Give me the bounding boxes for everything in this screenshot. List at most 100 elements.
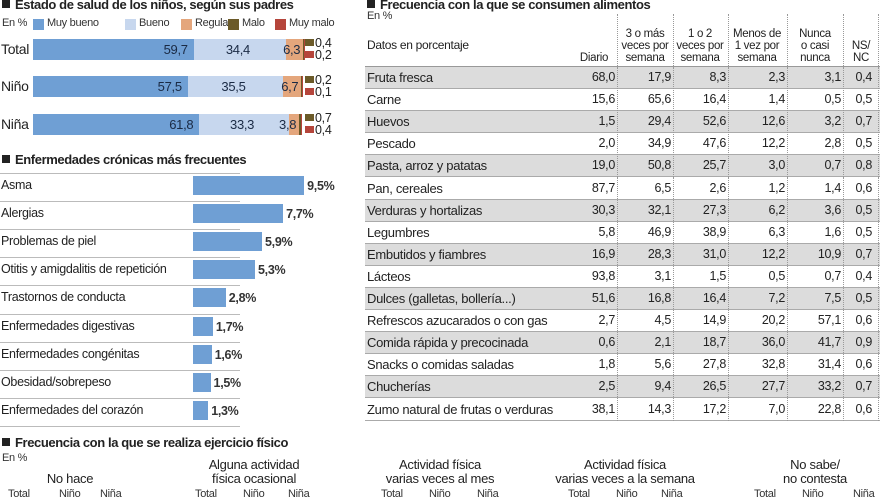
food-row-label: Dulces (galletas, bollería...) (367, 291, 516, 306)
food-cell: 0,5 (855, 202, 873, 217)
food-column-header: NC (852, 52, 869, 64)
disease-row-divider (0, 369, 240, 371)
exercise-subcategory: Niño (616, 488, 638, 500)
health-value-1: 34,4 (225, 42, 250, 57)
column-divider (728, 67, 729, 421)
food-cell: 65,6 (647, 92, 671, 107)
disease-row-divider (0, 426, 240, 427)
food-table-row (365, 243, 880, 266)
food-cell: 16,4 (702, 291, 726, 305)
food-cell: 0,8 (855, 158, 873, 173)
food-cell: 5,6 (654, 357, 672, 372)
disease-row-divider (0, 173, 240, 174)
health-segment-0 (33, 76, 188, 97)
disease-label: Obesidad/sobrepeso (1, 374, 111, 389)
food-cell: 0,9 (855, 335, 873, 350)
food-cell: 6,3 (768, 224, 786, 239)
health-segment-0 (33, 114, 200, 135)
health-segment-0 (33, 39, 194, 60)
exercise-group-label: Actividad física (399, 457, 481, 472)
food-cell: 33,2 (817, 379, 841, 394)
health-segment-2 (283, 76, 302, 97)
food-table-row (365, 376, 880, 399)
exercise-unit: En % (2, 452, 28, 464)
health-segment-4 (301, 76, 303, 97)
disease-value: 5,3% (258, 263, 286, 278)
food-cell: 6,5 (654, 180, 672, 195)
food-table-row (365, 67, 880, 89)
legend-label-1: Bueno (139, 17, 170, 29)
health-small-swatch-3 (305, 39, 314, 46)
exercise-subcategory: Niño (243, 488, 265, 500)
food-cell: 57,1 (817, 313, 841, 328)
column-divider (673, 67, 674, 421)
food-table-row (365, 133, 880, 156)
food-title: Frecuencia con la que se consumen alimen… (367, 0, 651, 12)
health-segment-1 (199, 114, 289, 135)
disease-label: Otitis y amigdalitis de repetición (1, 262, 167, 277)
food-cell: 27,7 (761, 379, 785, 394)
food-row-label: Lácteos (367, 268, 411, 284)
disease-value: 2,8% (228, 291, 257, 306)
food-cell: 10,9 (817, 246, 841, 261)
food-cell: 20,2 (761, 313, 785, 328)
food-cell: 1,4 (824, 180, 842, 195)
health-small-value-3: 0,2 (315, 73, 332, 87)
food-row-label: Chucherías (367, 379, 431, 395)
exercise-subcategory: Total (568, 488, 590, 500)
legend-label-4: Muy malo (289, 17, 335, 29)
food-cell: 68,0 (591, 70, 615, 84)
food-cell: 5,8 (598, 224, 616, 239)
disease-row-divider (0, 257, 240, 259)
food-row-label: Embutidos y fiambres (367, 246, 486, 262)
food-row-label: Verduras y hortalizas (367, 202, 483, 218)
health-small-swatch-4 (305, 126, 314, 133)
disease-bar (193, 372, 211, 392)
food-cell: 0,7 (855, 246, 873, 261)
food-cell: 1,8 (598, 357, 616, 372)
food-cell: 15,6 (591, 92, 615, 107)
health-small-swatch-3 (305, 114, 314, 121)
food-table-row (365, 199, 880, 222)
health-small-swatch-3 (305, 76, 314, 83)
food-table-row (365, 354, 880, 377)
food-column-header: Menos de (732, 28, 782, 40)
health-value-2: 3,8 (279, 117, 297, 132)
food-row-label: Huevos (367, 114, 410, 130)
disease-row-divider (0, 341, 240, 343)
food-cell: 12,2 (761, 136, 785, 151)
health-segment-3 (299, 114, 301, 135)
food-cell: 0,6 (598, 335, 616, 350)
exercise-subcategory: Niña (288, 488, 310, 500)
disease-value: 7,7% (286, 207, 314, 222)
disease-bar (193, 232, 263, 252)
food-cell: 2,5 (598, 379, 616, 394)
column-divider (843, 67, 844, 421)
health-segment-3 (301, 76, 303, 97)
food-cell: 0,6 (855, 313, 873, 328)
exercise-group-label: física ocasional (211, 471, 297, 486)
food-cell: 1,6 (824, 224, 842, 239)
disease-bar (193, 176, 305, 195)
food-cell: 0,6 (855, 180, 873, 195)
food-cell: 18,7 (702, 335, 726, 350)
disease-label: Enfermedades congénitas (1, 346, 140, 361)
disease-bar (193, 260, 255, 280)
food-table-row (365, 111, 880, 134)
diseases-title: Enfermedades crónicas más frecuentes (2, 152, 247, 167)
exercise-subcategory: Niño (59, 488, 81, 500)
health-unit: En % (2, 17, 28, 29)
exercise-subcategory: Niña (853, 488, 875, 500)
food-cell: 22,8 (817, 401, 841, 416)
legend-swatch-0 (33, 19, 44, 30)
legend-label-3: Malo (242, 17, 265, 29)
food-cell: 0,6 (855, 357, 873, 372)
disease-row-divider (0, 201, 240, 203)
food-cell: 0,5 (824, 92, 842, 107)
food-column-header: veces por (676, 40, 724, 52)
health-segment-4 (300, 114, 302, 135)
food-table-row (365, 221, 880, 244)
health-value-1: 33,3 (230, 117, 255, 132)
food-column-header: 1 o 2 (687, 28, 713, 40)
food-cell: 38,1 (591, 401, 615, 416)
